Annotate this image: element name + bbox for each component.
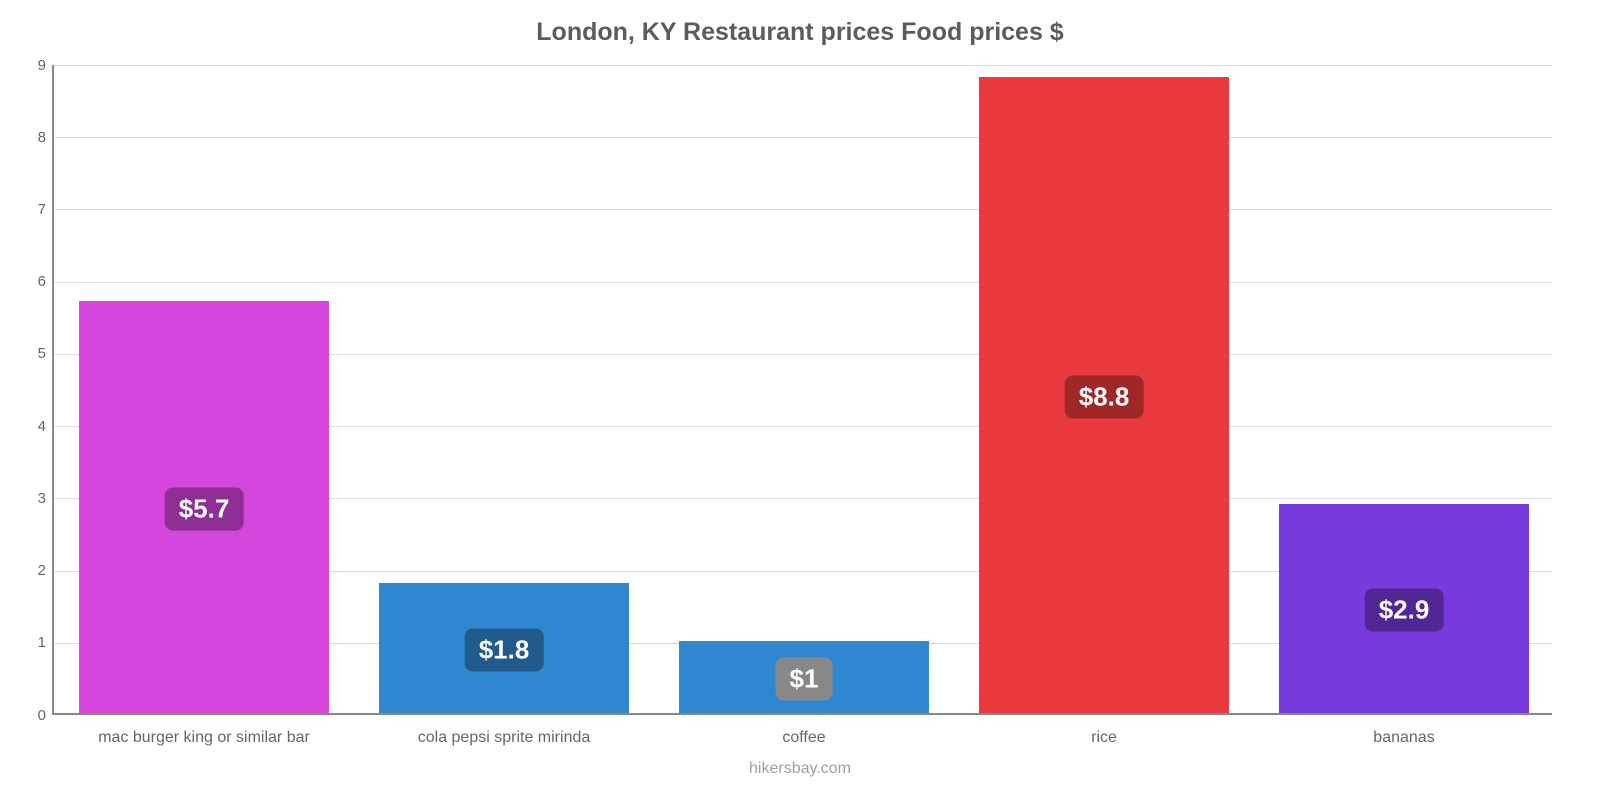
- value-badge: $2.9: [1365, 589, 1444, 632]
- x-tick-label: coffee: [782, 729, 825, 747]
- y-tick-label: 3: [20, 490, 46, 507]
- x-tick-label: rice: [1091, 729, 1117, 747]
- y-tick-label: 0: [20, 707, 46, 724]
- y-tick-label: 5: [20, 345, 46, 362]
- x-tick-label: bananas: [1373, 729, 1434, 747]
- gridline: [54, 137, 1552, 138]
- y-tick-label: 4: [20, 418, 46, 435]
- y-tick-label: 7: [20, 201, 46, 218]
- y-tick-label: 6: [20, 273, 46, 290]
- gridline: [54, 282, 1552, 283]
- x-tick-label: cola pepsi sprite mirinda: [418, 729, 591, 747]
- plot-area: 0123456789$5.7mac burger king or similar…: [52, 65, 1552, 715]
- credit-text: hikersbay.com: [0, 760, 1600, 778]
- value-badge: $1.8: [465, 629, 544, 672]
- chart-title: London, KY Restaurant prices Food prices…: [0, 18, 1600, 47]
- y-tick-label: 8: [20, 129, 46, 146]
- x-tick-label: mac burger king or similar bar: [98, 729, 310, 747]
- gridline: [54, 65, 1552, 66]
- value-badge: $5.7: [165, 488, 244, 531]
- value-badge: $8.8: [1065, 376, 1144, 419]
- y-tick-label: 2: [20, 562, 46, 579]
- value-badge: $1: [776, 657, 833, 700]
- gridline: [54, 209, 1552, 210]
- y-tick-label: 9: [20, 57, 46, 74]
- y-tick-label: 1: [20, 634, 46, 651]
